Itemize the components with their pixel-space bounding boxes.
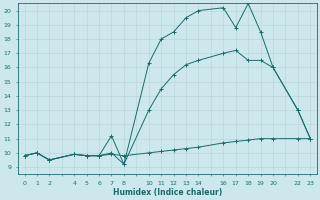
X-axis label: Humidex (Indice chaleur): Humidex (Indice chaleur) — [113, 188, 222, 197]
